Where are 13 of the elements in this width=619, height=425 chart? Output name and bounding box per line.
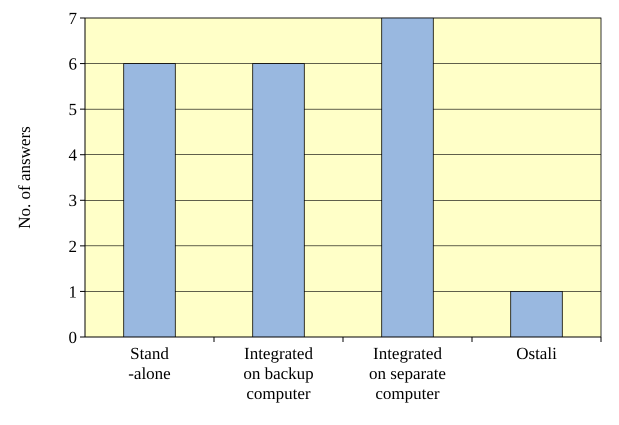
x-tick-label: Integrated on backup computer [243, 344, 314, 403]
y-tick-label: 7 [68, 8, 78, 28]
y-axis-title: No. of answers [15, 126, 34, 229]
y-tick-label: 5 [68, 100, 77, 120]
y-tick-label: 4 [68, 146, 78, 165]
x-tick-label: Stand -alone [128, 344, 171, 383]
y-tick-label: 0 [68, 328, 77, 347]
x-tick-label: Integrated on separate computer [369, 344, 446, 403]
y-tick-label: 6 [68, 54, 77, 74]
y-tick-label: 1 [68, 282, 77, 302]
x-tick-label: Ostali [516, 344, 558, 363]
y-tick-label: 2 [68, 236, 77, 256]
y-tick-label: 3 [68, 191, 77, 210]
